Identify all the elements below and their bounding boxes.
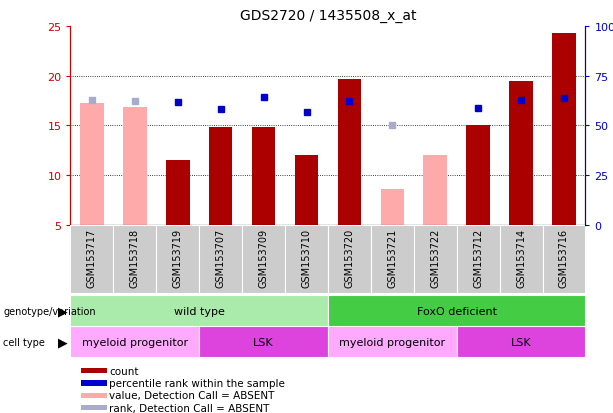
Text: GSM153716: GSM153716 (559, 228, 569, 287)
Bar (70, 295, 328, 326)
Bar (338, 79, 361, 225)
Text: GSM153720: GSM153720 (345, 228, 354, 287)
Bar (113, 225, 156, 293)
Bar (199, 326, 328, 357)
Text: GSM153722: GSM153722 (430, 228, 440, 288)
Bar (70, 225, 113, 293)
Bar (156, 225, 199, 293)
Text: GSM153719: GSM153719 (173, 228, 183, 287)
Text: GSM153712: GSM153712 (473, 228, 483, 287)
Bar (457, 326, 585, 357)
Bar (457, 225, 500, 293)
Text: GSM153718: GSM153718 (130, 228, 140, 287)
Text: ▶: ▶ (58, 304, 67, 317)
Text: percentile rank within the sample: percentile rank within the sample (109, 378, 285, 388)
Bar (285, 225, 328, 293)
Bar (500, 225, 543, 293)
Text: count: count (109, 366, 139, 376)
Title: GDS2720 / 1435508_x_at: GDS2720 / 1435508_x_at (240, 9, 416, 23)
Bar (81, 380, 107, 386)
Bar (552, 34, 576, 225)
Text: LSK: LSK (511, 337, 531, 347)
Bar (70, 326, 199, 357)
Bar (414, 225, 457, 293)
Text: wild type: wild type (174, 306, 224, 316)
Text: FoxO deficient: FoxO deficient (417, 306, 497, 316)
Text: GSM153707: GSM153707 (216, 228, 226, 287)
Bar (328, 326, 457, 357)
Bar (509, 81, 533, 225)
Text: GSM153721: GSM153721 (387, 228, 397, 287)
Bar (466, 126, 490, 225)
Bar (252, 128, 275, 225)
Text: GSM153710: GSM153710 (302, 228, 311, 287)
Bar (371, 225, 414, 293)
Bar (166, 161, 189, 225)
Text: GSM153714: GSM153714 (516, 228, 526, 287)
Text: myeloid progenitor: myeloid progenitor (82, 337, 188, 347)
Bar (123, 108, 147, 225)
Bar (424, 156, 447, 225)
Bar (328, 295, 585, 326)
Text: myeloid progenitor: myeloid progenitor (339, 337, 446, 347)
Text: genotype/variation: genotype/variation (3, 306, 96, 316)
Text: LSK: LSK (253, 337, 274, 347)
Bar (80, 104, 104, 225)
Bar (81, 393, 107, 398)
Bar (328, 225, 371, 293)
Bar (242, 225, 285, 293)
Bar (81, 405, 107, 411)
Text: cell type: cell type (3, 337, 45, 347)
Text: GSM153717: GSM153717 (87, 228, 97, 287)
Text: rank, Detection Call = ABSENT: rank, Detection Call = ABSENT (109, 403, 270, 413)
Bar (381, 190, 404, 225)
Bar (209, 128, 232, 225)
Bar (295, 156, 318, 225)
Bar (199, 225, 242, 293)
Text: value, Detection Call = ABSENT: value, Detection Call = ABSENT (109, 390, 275, 401)
Bar (81, 368, 107, 373)
Text: GSM153709: GSM153709 (259, 228, 268, 287)
Bar (543, 225, 585, 293)
Text: ▶: ▶ (58, 335, 67, 348)
